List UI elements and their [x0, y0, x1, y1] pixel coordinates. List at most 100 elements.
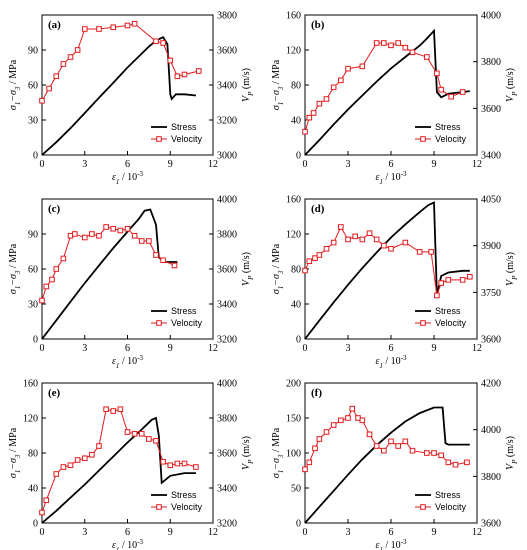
- panel-label: (c): [48, 203, 61, 215]
- x-tick-label: 3: [82, 343, 87, 354]
- stress-series-line: [304, 201, 470, 340]
- panel-label: (f): [311, 387, 322, 399]
- y-right-tick-label: 3400: [217, 81, 237, 92]
- stress-series-line: [304, 406, 470, 524]
- y-right-tick-label: 3200: [217, 335, 237, 346]
- x-tick-label: 6: [389, 159, 394, 170]
- legend-stress-label: Stress: [435, 122, 461, 132]
- velocity-point: [323, 96, 330, 102]
- velocity-point: [160, 40, 166, 46]
- velocity-point: [349, 405, 356, 412]
- velocity-point: [338, 224, 344, 230]
- legend-velocity-label: Velocity: [435, 318, 467, 328]
- velocity-point: [131, 232, 138, 239]
- x-tick-label: 0: [40, 527, 45, 538]
- legend-velocity-marker: [420, 504, 426, 510]
- y-right-axis-label: VP (m/s): [241, 68, 255, 102]
- velocity-point: [81, 234, 88, 241]
- y-left-tick-label: 90: [28, 230, 38, 241]
- velocity-point: [103, 224, 109, 230]
- y-right-axis-label: VP (m/s): [505, 68, 519, 102]
- velocity-point: [459, 89, 466, 95]
- y-left-axis-label: σ1−σ3 / MPa: [8, 427, 22, 478]
- velocity-point: [46, 85, 52, 92]
- velocity-point: [39, 509, 45, 516]
- y-right-tick-label: 4050: [481, 195, 501, 206]
- x-tick-label: 6: [389, 343, 394, 354]
- velocity-point: [96, 443, 102, 449]
- x-tick-label: 12: [472, 343, 482, 354]
- y-left-axis-label: σ1−σ3 / MPa: [271, 243, 285, 294]
- velocity-point: [359, 63, 366, 70]
- velocity-point: [131, 430, 138, 437]
- velocity-point: [388, 245, 394, 252]
- velocity-point: [312, 445, 318, 452]
- y-left-tick-label: 80: [291, 81, 301, 92]
- velocity-point: [167, 462, 174, 469]
- y-right-tick-label: 3600: [481, 519, 501, 530]
- velocity-point: [338, 417, 344, 424]
- legend-stress-label: Stress: [171, 122, 197, 132]
- y-right-tick-label: 3800: [481, 472, 501, 483]
- velocity-point: [117, 227, 124, 234]
- y-left-tick-label: 160: [23, 379, 38, 390]
- x-tick-label: 6: [125, 159, 130, 170]
- velocity-point: [310, 110, 317, 116]
- panel-label: (e): [48, 387, 61, 399]
- velocity-point: [330, 84, 337, 91]
- velocity-point: [302, 128, 308, 135]
- y-left-tick-label: 160: [286, 11, 301, 22]
- x-axis-label: ε1 / 10-3: [112, 538, 144, 550]
- x-tick-label: 3: [346, 343, 351, 354]
- y-left-tick-label: 60: [28, 81, 38, 92]
- x-tick-label: 12: [208, 527, 218, 538]
- y-right-tick-label: 4000: [217, 195, 237, 206]
- velocity-point: [388, 42, 394, 49]
- stress-series-line: [41, 416, 196, 524]
- velocity-point: [312, 255, 318, 261]
- velocity-point: [39, 297, 45, 304]
- velocity-point: [124, 429, 131, 435]
- y-left-tick-label: 0: [296, 519, 301, 530]
- velocity-point: [438, 280, 444, 286]
- velocity-point: [153, 252, 159, 258]
- velocity-point: [402, 44, 409, 51]
- velocity-point: [171, 262, 178, 269]
- y-right-axis-label: VP (m/s): [505, 252, 519, 286]
- velocity-point: [60, 464, 67, 470]
- x-axis-label: ε1 / 10-3: [375, 354, 407, 370]
- x-tick-label: 3: [82, 527, 87, 538]
- velocity-point: [146, 238, 152, 244]
- velocity-point: [124, 22, 131, 29]
- x-axis-label: ε1 / 10-3: [112, 170, 144, 186]
- velocity-point: [381, 447, 387, 454]
- legend-stress-label: Stress: [171, 306, 197, 316]
- y-right-tick-label: 3800: [217, 230, 237, 241]
- velocity-point: [67, 54, 74, 60]
- velocity-point: [146, 436, 152, 442]
- y-right-tick-label: 3400: [481, 151, 501, 162]
- velocity-point: [345, 65, 351, 72]
- x-tick-label: 12: [208, 343, 218, 354]
- chart-panel-c: 0 3 6 9 12 0 30 60 90 3200 3400 3600 3800 4000 ε1 / 10…: [8, 195, 255, 371]
- velocity-point: [103, 406, 109, 413]
- y-right-tick-label: 4000: [481, 11, 501, 22]
- velocity-point: [49, 276, 55, 283]
- velocity-point: [445, 277, 452, 283]
- velocity-point: [366, 230, 373, 237]
- velocity-point: [306, 258, 313, 265]
- velocity-point: [316, 100, 323, 107]
- x-tick-label: 3: [346, 159, 351, 170]
- y-right-tick-label: 3800: [217, 11, 237, 22]
- y-right-tick-label: 3750: [481, 288, 501, 299]
- velocity-point: [402, 438, 409, 445]
- x-tick-label: 9: [168, 527, 173, 538]
- y-left-tick-label: 160: [286, 195, 301, 206]
- velocity-point: [316, 436, 323, 442]
- stress-series-line: [41, 36, 196, 156]
- velocity-point: [60, 61, 67, 67]
- velocity-point: [167, 57, 174, 64]
- velocity-point: [352, 233, 358, 240]
- velocity-point: [424, 450, 430, 456]
